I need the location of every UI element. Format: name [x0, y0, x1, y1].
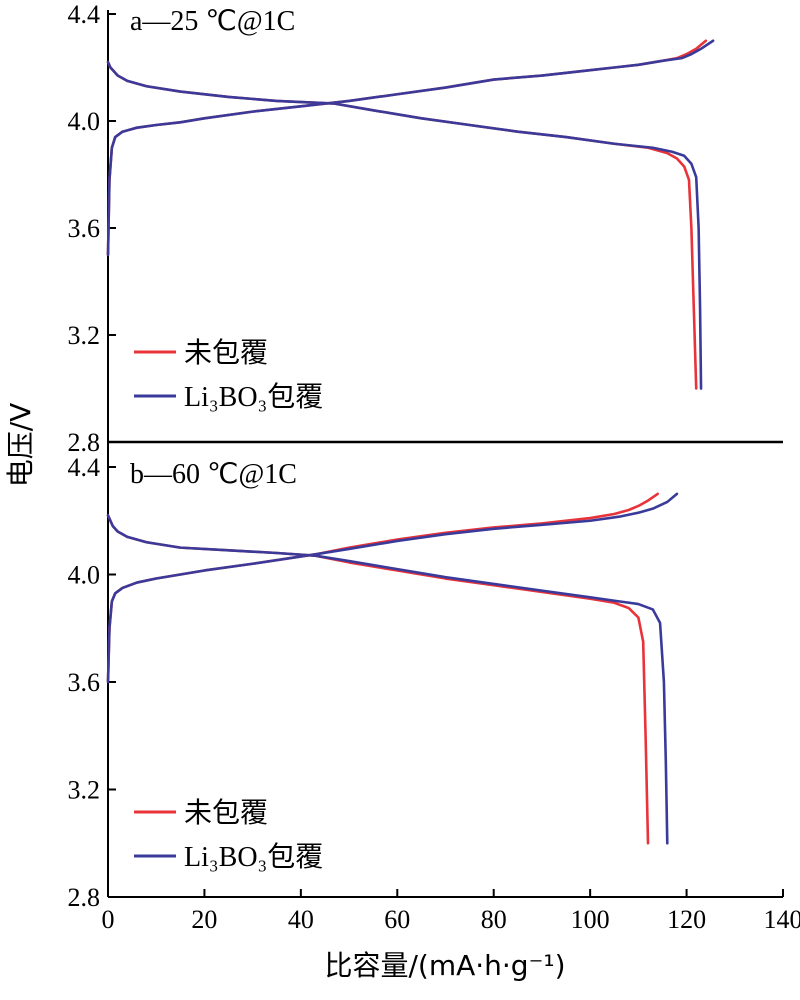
- y-axis-title: 电压/V: [4, 403, 37, 488]
- x-axis: 0 20 40 60 80 100 120 140: [102, 889, 800, 934]
- x-tick-label: 100: [571, 905, 610, 934]
- panel-b-discharge-curve-uncoated: [106, 514, 650, 845]
- panel-b: 2.8 3.2 3.6 4.0 4.4 b—60 ℃@1C 未包覆 Li₃BO₃包覆: [68, 453, 679, 912]
- panel-a-charge-curve-uncoated: [106, 39, 708, 257]
- panel-a-title: a—25 ℃@1C: [130, 6, 295, 37]
- panel-a-charge-curve-coated: [106, 39, 715, 257]
- panel-b-title: b—60 ℃@1C: [130, 459, 297, 490]
- panel-a-legend-label-uncoated: 未包覆: [184, 337, 268, 369]
- panel-a: 2.8 3.2 3.6 4.0 4.4 a—25 ℃@1C 未包覆 Li₃BO₃包覆: [68, 0, 715, 457]
- panel-a-y-tick-label: 4.0: [68, 107, 101, 136]
- panel-b-legend-label-uncoated: 未包覆: [184, 797, 268, 829]
- panel-b-charge-curve-coated: [106, 492, 679, 684]
- x-tick-label: 80: [481, 905, 507, 934]
- x-axis-title: 比容量/(mA·h·g⁻¹): [324, 949, 565, 982]
- panel-a-y-tick-label: 4.4: [68, 0, 101, 29]
- panel-a-legend-label-coated: Li₃BO₃包覆: [184, 381, 323, 413]
- panel-a-discharge-curve-coated: [106, 60, 703, 390]
- panel-a-y-tick-label: 3.6: [68, 214, 101, 243]
- x-tick-label: 0: [102, 905, 115, 934]
- x-tick-label: 120: [667, 905, 706, 934]
- panel-b-legend-label-coated: Li₃BO₃包覆: [184, 841, 323, 873]
- panel-b-y-tick-label: 3.2: [68, 776, 101, 805]
- x-tick-label: 140: [764, 905, 800, 934]
- panel-b-y-tick-label: 4.4: [68, 453, 101, 482]
- panel-b-y-tick-label: 4.0: [68, 561, 101, 590]
- x-tick-label: 40: [288, 905, 314, 934]
- panel-b-y-tick-label: 3.6: [68, 668, 101, 697]
- panel-b-discharge-curve-coated: [106, 514, 669, 845]
- panel-a-y-tick-label: 3.2: [68, 321, 101, 350]
- x-tick-label: 60: [384, 905, 410, 934]
- panel-b-y-tick-label: 2.8: [68, 883, 101, 912]
- panel-a-y-tick-label: 2.8: [68, 428, 101, 457]
- x-tick-label: 20: [191, 905, 217, 934]
